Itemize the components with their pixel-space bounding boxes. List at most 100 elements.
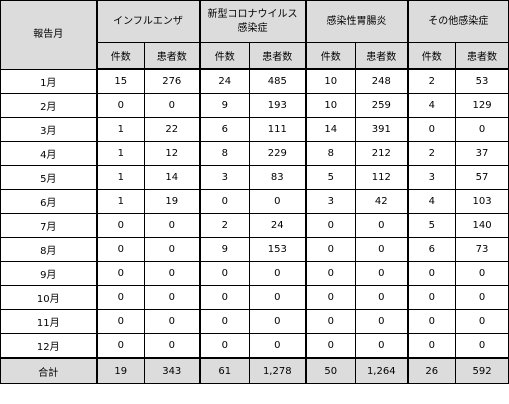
total-row: 合計 19 343 61 1,278 50 1,264 26 592 bbox=[0, 357, 509, 384]
value-cell: 10 bbox=[304, 93, 357, 118]
value-cell: 276 bbox=[143, 68, 201, 94]
value-cell: 0 bbox=[355, 261, 409, 286]
value-cell: 0 bbox=[249, 189, 307, 214]
value-cell: 5 bbox=[304, 165, 357, 190]
value-cell: 14 bbox=[143, 165, 201, 190]
value-cell: 3 bbox=[198, 165, 251, 190]
value-cell: 0 bbox=[96, 237, 145, 262]
value-cell: 0 bbox=[143, 213, 201, 238]
value-cell: 2 bbox=[198, 213, 251, 238]
table-row: 1月 15 276 24 485 10 248 2 53 bbox=[0, 68, 509, 94]
value-cell: 0 bbox=[304, 213, 357, 238]
table-row: 10月 0 0 0 0 0 0 0 0 bbox=[0, 285, 509, 310]
value-cell: 0 bbox=[355, 285, 409, 310]
value-cell: 6 bbox=[406, 237, 457, 262]
value-cell: 153 bbox=[249, 237, 307, 262]
value-cell: 3 bbox=[406, 165, 457, 190]
value-cell: 259 bbox=[355, 93, 409, 118]
month-cell: 2月 bbox=[0, 93, 98, 118]
value-cell: 0 bbox=[355, 309, 409, 334]
total-cell: 50 bbox=[304, 357, 357, 384]
sub-header-cases: 件数 bbox=[198, 42, 251, 70]
value-cell: 8 bbox=[198, 141, 251, 166]
value-cell: 4 bbox=[406, 93, 457, 118]
infection-report-table: 報告月 インフルエンザ 新型コロナウイルス 感染症 感染性胃腸炎 その他感染症 … bbox=[0, 0, 509, 384]
value-cell: 24 bbox=[249, 213, 307, 238]
value-cell: 0 bbox=[143, 261, 201, 286]
sub-header-patients: 患者数 bbox=[143, 42, 201, 70]
value-cell: 229 bbox=[249, 141, 307, 166]
month-column-header: 報告月 bbox=[0, 0, 98, 70]
table-row: 5月 1 14 3 83 5 112 3 57 bbox=[0, 165, 509, 190]
total-cell: 592 bbox=[455, 357, 509, 384]
value-cell: 10 bbox=[304, 68, 357, 94]
value-cell: 2 bbox=[406, 141, 457, 166]
value-cell: 0 bbox=[96, 93, 145, 118]
value-cell: 83 bbox=[249, 165, 307, 190]
month-cell: 4月 bbox=[0, 141, 98, 166]
value-cell: 0 bbox=[455, 285, 509, 310]
value-cell: 248 bbox=[355, 68, 409, 94]
table-row: 7月 0 0 2 24 0 0 5 140 bbox=[0, 213, 509, 238]
sub-header-cases: 件数 bbox=[96, 42, 145, 70]
value-cell: 1 bbox=[96, 141, 145, 166]
value-cell: 0 bbox=[143, 333, 201, 359]
value-cell: 0 bbox=[355, 213, 409, 238]
total-cell: 1,278 bbox=[249, 357, 307, 384]
sub-header-patients: 患者数 bbox=[355, 42, 409, 70]
value-cell: 391 bbox=[355, 117, 409, 142]
total-cell: 19 bbox=[96, 357, 145, 384]
group-header-influenza: インフルエンザ bbox=[95, 0, 201, 43]
value-cell: 0 bbox=[455, 309, 509, 334]
value-cell: 112 bbox=[355, 165, 409, 190]
table-row: 2月 0 0 9 193 10 259 4 129 bbox=[0, 93, 509, 118]
value-cell: 0 bbox=[304, 333, 357, 359]
value-cell: 0 bbox=[143, 309, 201, 334]
value-cell: 53 bbox=[455, 68, 509, 94]
value-cell: 129 bbox=[455, 93, 509, 118]
value-cell: 22 bbox=[143, 117, 201, 142]
value-cell: 9 bbox=[198, 237, 251, 262]
value-cell: 0 bbox=[96, 261, 145, 286]
value-cell: 57 bbox=[455, 165, 509, 190]
table-row: 4月 1 12 8 229 8 212 2 37 bbox=[0, 141, 509, 166]
value-cell: 1 bbox=[96, 117, 145, 142]
value-cell: 1 bbox=[96, 165, 145, 190]
total-cell: 1,264 bbox=[355, 357, 409, 384]
value-cell: 1 bbox=[96, 189, 145, 214]
value-cell: 0 bbox=[455, 117, 509, 142]
value-cell: 0 bbox=[198, 285, 251, 310]
month-cell: 8月 bbox=[0, 237, 98, 262]
value-cell: 37 bbox=[455, 141, 509, 166]
sub-header-patients: 患者数 bbox=[249, 42, 307, 70]
value-cell: 0 bbox=[406, 309, 457, 334]
table-row: 8月 0 0 9 153 0 0 6 73 bbox=[0, 237, 509, 262]
value-cell: 0 bbox=[249, 285, 307, 310]
value-cell: 42 bbox=[355, 189, 409, 214]
total-cell: 26 bbox=[406, 357, 457, 384]
group-header-covid: 新型コロナウイルス 感染症 bbox=[198, 0, 307, 43]
value-cell: 12 bbox=[143, 141, 201, 166]
value-cell: 0 bbox=[304, 261, 357, 286]
total-label: 合計 bbox=[0, 357, 98, 384]
value-cell: 0 bbox=[304, 285, 357, 310]
value-cell: 0 bbox=[96, 285, 145, 310]
value-cell: 0 bbox=[406, 333, 457, 359]
value-cell: 0 bbox=[455, 333, 509, 359]
value-cell: 0 bbox=[304, 237, 357, 262]
table-row: 9月 0 0 0 0 0 0 0 0 bbox=[0, 261, 509, 286]
month-cell: 7月 bbox=[0, 213, 98, 238]
value-cell: 0 bbox=[96, 333, 145, 359]
value-cell: 0 bbox=[304, 309, 357, 334]
value-cell: 15 bbox=[96, 68, 145, 94]
sub-header-cases: 件数 bbox=[406, 42, 457, 70]
month-cell: 1月 bbox=[0, 68, 98, 94]
value-cell: 3 bbox=[304, 189, 357, 214]
sub-header-row: 件数 患者数 件数 患者数 件数 患者数 件数 患者数 bbox=[1, 42, 509, 70]
value-cell: 0 bbox=[96, 309, 145, 334]
group-header-row: 報告月 インフルエンザ 新型コロナウイルス 感染症 感染性胃腸炎 その他感染症 bbox=[0, 0, 509, 70]
table-body: 1月 15 276 24 485 10 248 2 53 2月 0 0 9 193 10 259 4 129 3月 1… bbox=[0, 68, 509, 359]
month-cell: 5月 bbox=[0, 165, 98, 190]
value-cell: 0 bbox=[406, 285, 457, 310]
value-cell: 0 bbox=[455, 261, 509, 286]
